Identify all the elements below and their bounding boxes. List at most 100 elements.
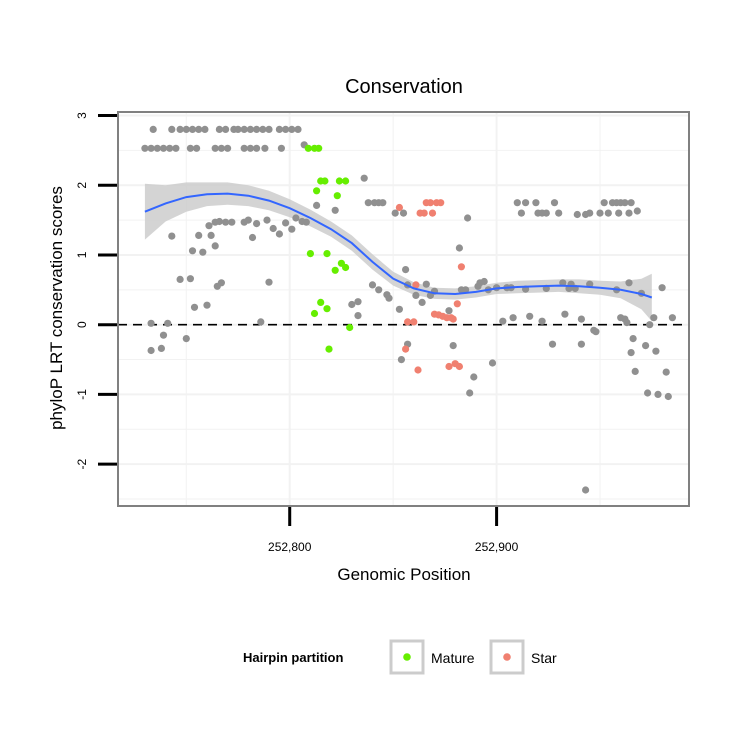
- point-mature: [306, 250, 314, 258]
- point-other: [222, 125, 230, 133]
- point-other: [186, 144, 194, 152]
- point-other: [182, 335, 190, 343]
- point-mature: [342, 263, 350, 272]
- y-axis-label: phyloP LRT conservation scores: [47, 186, 66, 430]
- point-other: [470, 373, 478, 381]
- point-other: [604, 209, 612, 217]
- point-other: [168, 125, 176, 133]
- point-mature: [313, 187, 321, 195]
- point-other: [228, 218, 236, 226]
- x-axis-label: Genomic Position: [337, 565, 470, 584]
- point-mature: [310, 309, 319, 318]
- point-other: [399, 209, 408, 217]
- point-other: [538, 317, 546, 325]
- point-other: [244, 216, 252, 224]
- point-mature: [315, 144, 323, 152]
- point-other: [522, 199, 530, 207]
- point-other: [302, 218, 310, 226]
- point-other: [397, 356, 405, 364]
- point-other: [246, 144, 254, 152]
- point-other: [466, 389, 474, 397]
- point-other: [582, 486, 590, 494]
- point-other: [275, 230, 283, 238]
- point-other: [348, 300, 356, 309]
- chart-title: Conservation: [345, 76, 463, 98]
- y-tick-label: 3: [75, 112, 89, 119]
- point-star: [402, 345, 410, 353]
- point-star: [449, 315, 457, 323]
- point-other: [205, 222, 213, 230]
- point-mature: [304, 144, 312, 152]
- point-other: [282, 219, 290, 227]
- x-tick-label: 252,900: [475, 540, 519, 554]
- point-other: [288, 225, 296, 233]
- point-other: [195, 231, 203, 239]
- point-star: [414, 366, 422, 374]
- legend-title: Hairpin partition: [243, 650, 343, 665]
- point-other: [292, 214, 300, 222]
- point-other: [164, 319, 172, 327]
- point-other: [596, 209, 604, 217]
- y-axis: -2 -1 0 1 2 3: [75, 112, 117, 469]
- point-mature: [323, 305, 331, 313]
- point-mature: [333, 192, 341, 200]
- point-other: [253, 220, 261, 228]
- y-tick-label: 2: [75, 182, 89, 189]
- point-other: [193, 144, 201, 152]
- point-other: [207, 231, 215, 239]
- point-other: [633, 207, 641, 215]
- point-other: [182, 125, 190, 133]
- y-tick-label: -2: [75, 458, 89, 469]
- point-other: [654, 390, 662, 398]
- point-other: [215, 217, 223, 226]
- point-other: [464, 214, 472, 222]
- point-other: [550, 199, 559, 207]
- point-other: [644, 389, 652, 397]
- plot-panel: [117, 111, 690, 507]
- point-other: [190, 303, 199, 311]
- point-other: [625, 279, 633, 287]
- point-other: [159, 144, 168, 152]
- point-other: [627, 199, 635, 207]
- point-other: [577, 340, 586, 348]
- point-other: [646, 321, 654, 329]
- point-other: [360, 174, 368, 182]
- legend-dot-mature: [403, 653, 411, 661]
- points-star: [395, 199, 465, 374]
- legend: Hairpin partition Mature Star: [243, 639, 557, 675]
- point-other: [261, 144, 269, 152]
- point-other: [263, 216, 271, 224]
- point-other: [668, 314, 677, 322]
- point-star: [428, 209, 437, 217]
- point-other: [615, 209, 623, 217]
- point-mature: [346, 323, 354, 332]
- point-other: [199, 248, 207, 256]
- x-axis: 252,800 252,900: [268, 507, 519, 554]
- point-other: [186, 275, 194, 283]
- point-other: [509, 314, 517, 322]
- point-other: [354, 312, 362, 320]
- point-other: [559, 279, 567, 287]
- point-other: [368, 281, 377, 289]
- point-other: [222, 218, 230, 226]
- point-other: [253, 125, 261, 133]
- point-other: [455, 244, 463, 252]
- point-other: [354, 298, 362, 306]
- point-other: [561, 310, 569, 318]
- panel-background: [118, 112, 689, 506]
- legend-entry-mature: Mature: [389, 639, 475, 675]
- point-other: [176, 275, 184, 283]
- point-other: [282, 125, 290, 133]
- point-other: [517, 209, 526, 217]
- point-other: [147, 319, 155, 327]
- point-other: [211, 144, 219, 152]
- x-tick-label: 252,800: [268, 540, 312, 554]
- point-star: [445, 362, 453, 371]
- point-other: [488, 359, 497, 367]
- point-other: [513, 199, 521, 207]
- point-other: [149, 125, 157, 133]
- point-other: [215, 125, 223, 133]
- legend-entry-star: Star: [489, 639, 557, 675]
- point-star: [420, 209, 428, 217]
